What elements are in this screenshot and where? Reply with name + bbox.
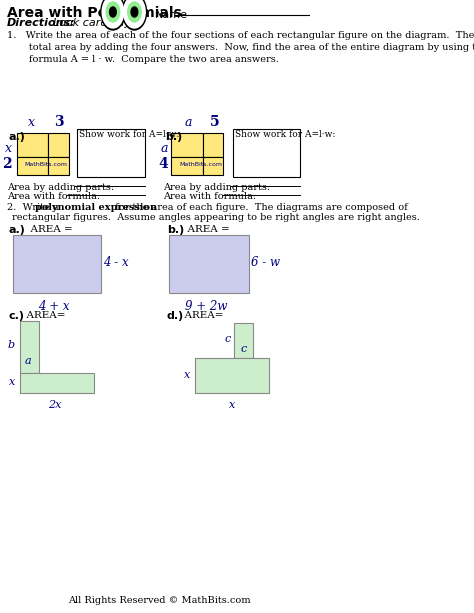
Text: AREA=: AREA= [178,311,224,320]
Circle shape [109,7,116,17]
Bar [20,373,94,393]
Text: Show work for A=l·w:: Show work for A=l·w: [79,130,180,139]
Bar [48,157,69,175]
Text: Area with formula:: Area with formula: [7,192,100,201]
Text: All Rights Reserved © MathBits.com: All Rights Reserved © MathBits.com [68,596,251,605]
Text: c.): c.) [8,311,24,321]
Text: MathBits.com: MathBits.com [25,161,68,167]
Text: 2: 2 [2,157,12,171]
Text: a.): a.) [8,132,25,142]
Text: 6 - w: 6 - w [251,256,280,268]
Text: x: x [5,142,12,154]
Text: 3: 3 [55,115,64,129]
Bar [195,358,269,393]
Bar [13,235,101,293]
Text: a.): a.) [8,225,25,235]
Text: Look carefully!: Look carefully! [46,18,135,28]
Text: c: c [224,334,230,344]
Circle shape [106,2,119,22]
Bar [48,133,69,157]
Text: b: b [8,340,15,350]
Text: b.): b.) [164,132,182,142]
Text: Area by adding parts:: Area by adding parts: [7,183,114,192]
Text: 4: 4 [158,157,168,171]
Text: AREA =: AREA = [182,225,230,234]
Circle shape [128,2,141,22]
Text: for the area of each figure.  The diagrams are composed of: for the area of each figure. The diagram… [111,203,407,212]
Bar [233,129,301,177]
Circle shape [131,7,138,17]
Text: a: a [184,116,192,129]
Bar [203,133,223,157]
Circle shape [102,0,124,28]
Text: Area with Polynomials: Area with Polynomials [7,6,182,20]
Text: x: x [184,370,190,380]
Bar [172,157,203,175]
Text: 2.  Write a: 2. Write a [7,203,62,212]
Text: rectangular figures.  Assume angles appearing to be right angles are right angle: rectangular figures. Assume angles appea… [12,213,420,222]
Text: Name: Name [155,10,188,20]
Text: AREA =: AREA = [24,225,72,234]
Text: Area by adding parts:: Area by adding parts: [163,183,270,192]
Text: polynomial expression: polynomial expression [35,203,157,212]
Text: 4 - x: 4 - x [103,256,128,268]
Text: x: x [9,377,15,387]
Circle shape [124,0,145,28]
Bar [234,323,253,358]
Text: 9 + 2w: 9 + 2w [185,300,228,313]
Bar [203,157,223,175]
Text: Directions:: Directions: [7,18,75,28]
Text: Show work for A=l·w:: Show work for A=l·w: [235,130,336,139]
Text: d.): d.) [167,311,184,321]
Bar [77,129,145,177]
Circle shape [122,0,146,30]
Text: x: x [28,116,35,129]
Bar [17,133,48,157]
Circle shape [101,0,125,30]
Bar [172,133,203,157]
Text: 2x: 2x [48,400,62,410]
Text: 4 + x: 4 + x [38,300,70,313]
Text: a: a [161,142,168,154]
Text: AREA=: AREA= [20,311,66,320]
Bar [20,321,39,373]
Text: 5: 5 [210,115,220,129]
Bar [169,235,249,293]
Text: c: c [240,344,246,354]
Bar [17,157,48,175]
Text: Area with formula:: Area with formula: [163,192,256,201]
Text: MathBits.com: MathBits.com [180,161,222,167]
Text: 1.   Write the area of each of the four sections of each rectangular figure on t: 1. Write the area of each of the four se… [7,31,474,64]
Text: a: a [25,356,32,366]
Text: x: x [229,400,235,410]
Text: b.): b.) [167,225,184,235]
